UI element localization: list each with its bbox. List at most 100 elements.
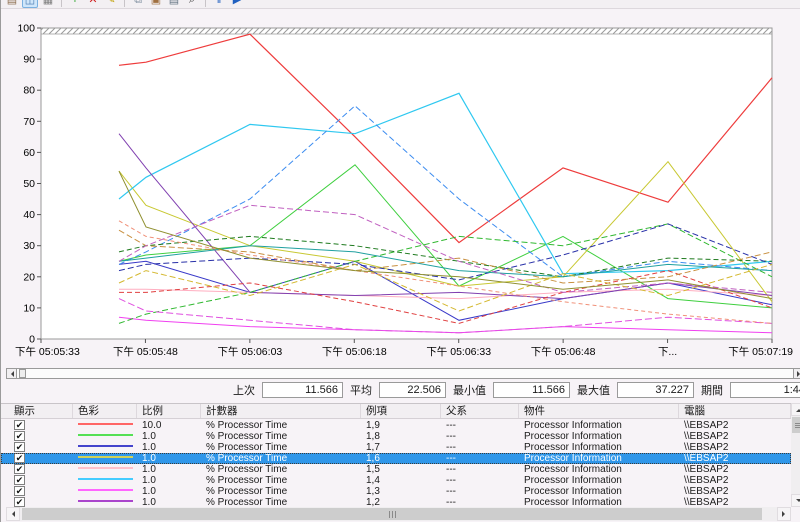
color-swatch (73, 464, 137, 475)
scale-cell: 1.0 (137, 431, 201, 442)
parent-cell: --- (441, 453, 519, 464)
add-counter-icon[interactable]: + (67, 0, 83, 8)
toolbar: ▤◫▦+✕✎⧉▣▤⌕‖▶ (1, 0, 800, 9)
scroll-down-icon[interactable] (791, 494, 800, 507)
column-header[interactable]: 顯示 (1, 404, 73, 418)
view-log-data-icon[interactable]: ▤ (4, 0, 20, 8)
show-checkbox[interactable]: ✔ (1, 420, 73, 431)
svg-text:30: 30 (23, 240, 35, 252)
color-swatch (73, 453, 137, 464)
show-checkbox[interactable]: ✔ (1, 431, 73, 442)
scale-cell: 1.0 (137, 453, 201, 464)
average-label: 平均 (350, 382, 372, 398)
object-cell: Processor Information (519, 464, 679, 475)
svg-text:下午 05:06:18: 下午 05:06:18 (322, 345, 387, 358)
scroll-right-icon[interactable] (777, 507, 791, 521)
show-checkbox[interactable]: ✔ (1, 475, 73, 486)
column-header[interactable]: 物件 (519, 404, 679, 418)
slider-right-arrow-icon[interactable] (793, 368, 800, 379)
color-swatch (73, 475, 137, 486)
parent-cell: --- (441, 486, 519, 497)
parent-cell: --- (441, 431, 519, 442)
table-vertical-scrollbar[interactable] (791, 403, 800, 507)
computer-cell: \\EBSAP2 (679, 475, 791, 486)
column-header[interactable]: 父系 (441, 404, 519, 418)
counter-cell: % Processor Time (201, 431, 361, 442)
column-header[interactable]: 比例 (137, 404, 201, 418)
copy-properties-icon[interactable]: ⧉ (130, 0, 146, 8)
update-data-icon[interactable]: ▶ (229, 0, 245, 8)
slider-thumb[interactable] (19, 369, 26, 378)
minimum-value: 11.566 (493, 382, 570, 398)
counter-row[interactable]: ✔1.0% Processor Time1,3---Processor Info… (1, 486, 791, 497)
toolbar-separator (205, 0, 206, 7)
view-report-icon[interactable]: ▦ (40, 0, 56, 8)
counter-row[interactable]: ✔1.0% Processor Time1,7---Processor Info… (1, 442, 791, 453)
properties-icon[interactable]: ▤ (166, 0, 182, 8)
column-header[interactable]: 電腦 (679, 404, 791, 418)
column-header[interactable]: 色彩 (73, 404, 137, 418)
column-header[interactable]: 計數器 (201, 404, 361, 418)
performance-chart: 0102030405060708090100下午 05:05:33下午 05:0… (1, 10, 800, 367)
svg-text:下午 05:06:03: 下午 05:06:03 (217, 345, 282, 358)
scroll-up-icon[interactable] (791, 403, 800, 416)
counter-row[interactable]: ✔1.0% Processor Time1,8---Processor Info… (1, 431, 791, 442)
scale-cell: 1.0 (137, 475, 201, 486)
view-graph-icon[interactable]: ◫ (22, 0, 38, 8)
show-checkbox[interactable]: ✔ (1, 442, 73, 453)
counter-row[interactable]: ✔1.0% Processor Time1,6---Processor Info… (1, 453, 791, 464)
average-value: 22.506 (379, 382, 446, 398)
show-checkbox[interactable]: ✔ (1, 464, 73, 475)
svg-text:下...: 下... (658, 346, 677, 358)
computer-cell: \\EBSAP2 (679, 464, 791, 475)
table-horizontal-scrollbar[interactable] (6, 507, 791, 521)
svg-text:下午 05:06:48: 下午 05:06:48 (531, 345, 596, 358)
toolbar-separator (61, 0, 62, 7)
show-checkbox[interactable]: ✔ (1, 486, 73, 497)
maximum-value: 37.227 (617, 382, 694, 398)
duration-label: 期間 (701, 382, 723, 398)
color-swatch (73, 420, 137, 431)
object-cell: Processor Information (519, 453, 679, 464)
zoom-icon[interactable]: ⌕ (184, 0, 200, 8)
color-swatch (73, 442, 137, 453)
scroll-left-icon[interactable] (6, 507, 20, 521)
show-checkbox[interactable]: ✔ (1, 453, 73, 464)
counter-cell: % Processor Time (201, 420, 361, 431)
horizontal-scroll-track[interactable] (20, 507, 777, 521)
object-cell: Processor Information (519, 431, 679, 442)
instance-cell: 1,6 (361, 453, 441, 464)
svg-text:80: 80 (23, 85, 35, 97)
toolbar-separator (124, 0, 125, 7)
last-label: 上次 (233, 382, 255, 398)
parent-cell: --- (441, 475, 519, 486)
last-value: 11.566 (262, 382, 343, 398)
instance-cell: 1,4 (361, 475, 441, 486)
instance-cell: 1,3 (361, 486, 441, 497)
counter-cell: % Processor Time (201, 486, 361, 497)
freeze-display-icon[interactable]: ‖ (211, 0, 227, 8)
vertical-scroll-thumb[interactable] (792, 417, 800, 433)
svg-text:0: 0 (29, 334, 35, 346)
computer-cell: \\EBSAP2 (679, 453, 791, 464)
svg-text:20: 20 (23, 271, 35, 283)
time-range-slider[interactable] (6, 368, 800, 379)
svg-text:70: 70 (23, 116, 35, 128)
instance-cell: 1,7 (361, 442, 441, 453)
delete-counter-icon[interactable]: ✕ (85, 0, 101, 8)
object-cell: Processor Information (519, 442, 679, 453)
paste-counter-icon[interactable]: ▣ (148, 0, 164, 8)
counter-row[interactable]: ✔1.0% Processor Time1,4---Processor Info… (1, 475, 791, 486)
horizontal-scroll-thumb[interactable] (22, 508, 762, 520)
counter-cell: % Processor Time (201, 442, 361, 453)
counter-row[interactable]: ✔1.0% Processor Time1,5---Processor Info… (1, 464, 791, 475)
object-cell: Processor Information (519, 475, 679, 486)
highlight-icon[interactable]: ✎ (103, 0, 119, 8)
column-header[interactable]: 例項 (361, 404, 441, 418)
counter-row[interactable]: ✔10.0% Processor Time1,9---Processor Inf… (1, 420, 791, 431)
svg-text:50: 50 (23, 178, 35, 190)
value-bar: 上次 11.566 平均 22.506 最小值 11.566 最大值 37.22… (233, 381, 800, 399)
slider-left-arrow-icon[interactable] (6, 368, 17, 379)
instance-cell: 1,9 (361, 420, 441, 431)
slider-track[interactable] (17, 368, 793, 379)
